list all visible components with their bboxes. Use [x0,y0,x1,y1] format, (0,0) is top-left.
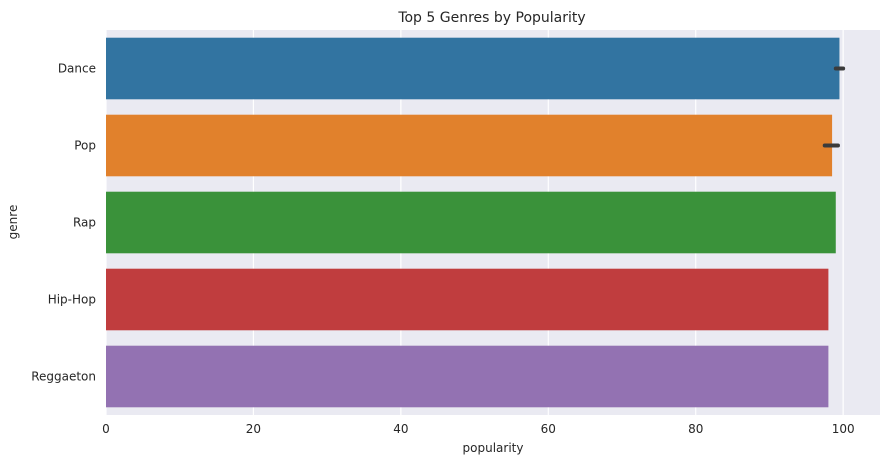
y-tick-label-rap: Rap [73,216,96,230]
bars-group [106,37,840,408]
x-tick-label-60: 60 [541,422,556,436]
bar-dance [106,37,840,100]
bar-hip-hop [106,268,829,331]
y-axis-ticks: Dance Pop Rap Hip-Hop Reggaeton [31,62,96,384]
x-tick-label-100: 100 [832,422,855,436]
y-tick-label-reggaeton: Reggaeton [31,370,96,384]
x-tick-label-0: 0 [102,422,110,436]
x-tick-label-20: 20 [246,422,261,436]
y-axis-label: genre [6,205,20,240]
bar-reggaeton [106,345,829,408]
y-tick-label-dance: Dance [58,62,96,76]
error-bars-group [822,66,846,148]
x-tick-label-40: 40 [393,422,408,436]
y-tick-label-hip-hop: Hip-Hop [48,293,96,307]
y-tick-label-pop: Pop [74,139,96,153]
chart-title: Top 5 Genres by Popularity [397,10,585,26]
x-tick-label-80: 80 [688,422,703,436]
bar-pop [106,114,833,177]
x-axis-label: popularity [463,441,524,455]
bar-rap [106,191,836,254]
x-axis-ticks: 0 20 40 60 80 100 [102,422,854,436]
